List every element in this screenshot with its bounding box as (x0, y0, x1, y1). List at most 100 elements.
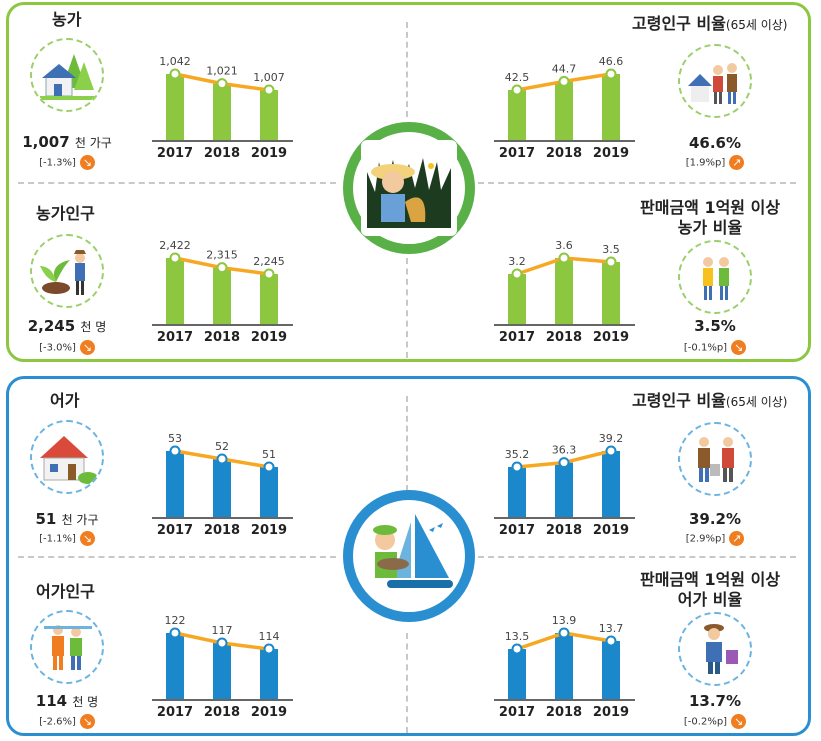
chart-point (169, 627, 181, 639)
chart-bar (213, 267, 231, 324)
fish-population-value: 114 천 명 (35, 692, 99, 710)
chart-bar (260, 274, 278, 324)
chart-bar (213, 83, 231, 140)
chart-bar (555, 633, 573, 699)
fish-households-value: 51 천 가구 (35, 510, 99, 528)
chart-point (605, 68, 617, 80)
chart-point (511, 643, 523, 655)
divider (478, 182, 796, 184)
fish-sales-title: 판매금액 1억원 이상 어가 비율 (640, 570, 781, 609)
chart-tick-label: 2019 (251, 705, 287, 720)
chart-data-label: 53 (168, 432, 182, 445)
chart-bar (602, 451, 620, 517)
farm-households-value: 1,007 천 가구 (22, 133, 112, 151)
chart-tick-label: 2017 (157, 330, 193, 345)
chart-data-label: 42.5 (505, 71, 530, 84)
chart-bar (602, 74, 620, 140)
fisher-icon (678, 612, 752, 686)
farm-population-title: 농가인구 (36, 204, 95, 223)
chart-tick-label: 2017 (157, 523, 193, 538)
divider (406, 258, 408, 358)
farmer-couple-icon (678, 240, 752, 314)
chart-data-label: 46.6 (599, 55, 624, 68)
divider (406, 633, 408, 733)
farm-elderly-value: 46.6% (688, 134, 742, 152)
arrow-down-icon: ↘ (79, 531, 95, 546)
chart-data-label: 114 (259, 630, 280, 643)
chart-tick-label: 2018 (204, 523, 240, 538)
chart-tick-label: 2018 (546, 146, 582, 161)
farm-households-title: 농가 (52, 10, 82, 29)
elderly-farmers-icon (678, 44, 752, 118)
arrow-down-icon: ↘ (79, 340, 95, 355)
chart-data-label: 51 (262, 448, 276, 461)
chart-bar (213, 459, 231, 517)
chart-data-label: 1,007 (253, 71, 285, 84)
divider (18, 556, 336, 558)
chart-point (558, 252, 570, 264)
farmer-planting-icon (30, 234, 104, 308)
chart-data-label: 35.2 (505, 448, 530, 461)
chart-tick-label: 2018 (546, 330, 582, 345)
chart-tick-label: 2017 (499, 146, 535, 161)
chart-data-label: 52 (215, 440, 229, 453)
chart-tick-label: 2019 (251, 146, 287, 161)
chart-data-label: 1,021 (206, 65, 238, 78)
chart-bar (213, 643, 231, 699)
arrow-down-icon: ↘ (79, 714, 95, 729)
arrow-down-icon: ↘ (79, 155, 95, 170)
farm-population-value: 2,245 천 명 (27, 317, 107, 335)
fisher-sailboat-icon (343, 490, 475, 622)
farm-households-change: [-1.3%] ↘ (12, 155, 122, 170)
chart-tick-label: 2018 (204, 705, 240, 720)
elderly-fishers-icon (678, 422, 752, 496)
chart-tick-label: 2019 (593, 523, 629, 538)
chart-bar (508, 274, 526, 324)
chart-data-label: 13.5 (505, 630, 530, 643)
chart-bar (555, 462, 573, 517)
fish-population-change: [-2.6%] ↘ (12, 714, 122, 729)
chart-data-label: 36.3 (552, 444, 577, 457)
farm-population-chart: 2,422 2017 2,315 2018 2,245 2019 (152, 239, 293, 345)
chart-point (216, 453, 228, 465)
chart-bar (508, 649, 526, 699)
farm-sales-chart: 3.2 2017 3.6 2018 3.5 2019 (494, 239, 635, 345)
farm-sales-title: 판매금액 1억원 이상 농가 비율 (640, 198, 781, 237)
chart-point (216, 637, 228, 649)
chart-point (605, 256, 617, 268)
farm-sales-change: [-0.1%p] ↘ (660, 340, 770, 355)
chart-point (216, 78, 228, 90)
arrow-up-icon: ↗ (729, 155, 745, 170)
chart-tick-label: 2017 (499, 330, 535, 345)
chart-data-label: 122 (165, 614, 186, 627)
chart-bar (508, 90, 526, 140)
chart-tick-label: 2018 (204, 330, 240, 345)
chart-data-label: 13.9 (552, 614, 577, 627)
fish-sales-chart: 13.5 2017 13.9 2018 13.7 2019 (494, 614, 635, 720)
chart-bar (166, 258, 184, 324)
farm-panel (6, 2, 811, 362)
chart-bar (602, 641, 620, 699)
chart-tick-label: 2018 (204, 146, 240, 161)
farm-sales-value: 3.5% (694, 317, 736, 335)
chart-point (558, 75, 570, 87)
farm-households-chart: 1,042 2017 1,021 2018 1,007 2019 (152, 55, 293, 161)
chart-point (605, 445, 617, 457)
chart-tick-label: 2018 (546, 705, 582, 720)
chart-tick-label: 2017 (499, 523, 535, 538)
chart-point (558, 457, 570, 469)
fish-population-title: 어가인구 (36, 582, 95, 601)
chart-point (169, 68, 181, 80)
chart-bar (166, 74, 184, 140)
chart-data-label: 2,315 (206, 249, 238, 262)
chart-tick-label: 2017 (499, 705, 535, 720)
chart-point (263, 84, 275, 96)
arrow-down-icon: ↘ (731, 714, 747, 729)
fish-elderly-title: 고령인구 비율(65세 이상) (632, 391, 788, 410)
chart-data-label: 44.7 (552, 62, 577, 75)
fish-elderly-chart: 35.2 2017 36.3 2018 39.2 2019 (494, 432, 635, 538)
fish-panel (6, 376, 811, 736)
fish-sales-value: 13.7% (688, 692, 742, 710)
chart-bar (166, 633, 184, 699)
chart-point (216, 262, 228, 274)
